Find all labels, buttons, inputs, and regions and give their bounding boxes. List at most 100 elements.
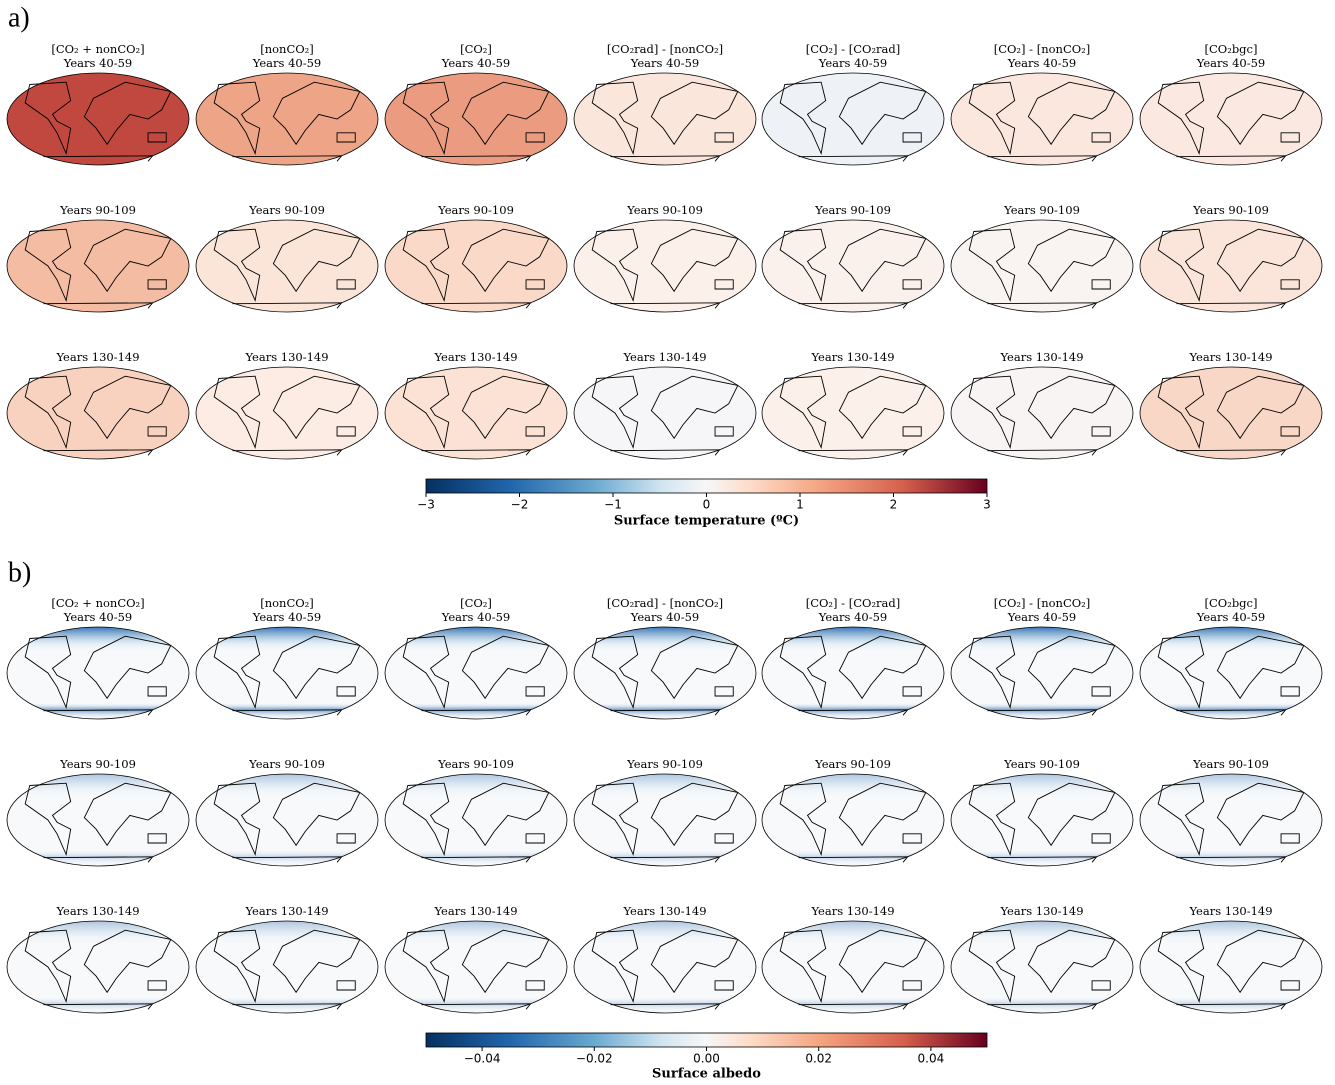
period-title: Years 90-109 xyxy=(626,203,703,217)
map-border xyxy=(195,72,379,166)
continent-outline xyxy=(147,686,167,697)
continent-outline xyxy=(1091,132,1111,143)
period-title: Years 130-149 xyxy=(999,904,1083,918)
map-shading xyxy=(385,921,567,1013)
map-border xyxy=(1139,920,1323,1014)
continent-outline xyxy=(24,375,72,450)
continent-outline xyxy=(525,833,545,844)
panel-label: b) xyxy=(8,557,31,588)
continent-outline xyxy=(902,833,922,844)
period-title: Years 130-149 xyxy=(433,350,517,364)
continent-outline xyxy=(525,980,545,991)
map-border xyxy=(195,920,379,1014)
period-title: Years 90-109 xyxy=(59,203,136,217)
map-border xyxy=(761,72,945,166)
period-title: Years 130-149 xyxy=(810,350,894,364)
map-shading xyxy=(951,921,1133,1013)
colorbar-tick-label: 1 xyxy=(796,498,804,512)
map-border xyxy=(1139,773,1323,867)
continent-outline xyxy=(272,929,361,994)
continent-outline xyxy=(402,782,450,857)
continent-outline xyxy=(591,929,639,1004)
continent-outline xyxy=(1157,81,1205,156)
map-border xyxy=(6,72,190,166)
map-border xyxy=(950,626,1134,720)
continent-outline xyxy=(83,782,172,847)
continent-outline xyxy=(591,81,639,156)
continent-outline xyxy=(1216,228,1305,293)
continent-outline xyxy=(213,635,261,710)
continent-outline xyxy=(525,279,545,290)
continent-outline xyxy=(968,81,1016,156)
map-border xyxy=(1139,366,1323,460)
continent-outline xyxy=(402,635,450,710)
continent-outline xyxy=(650,929,739,994)
column-title: [CO₂] - [CO₂rad] xyxy=(806,596,901,610)
continent-outline xyxy=(591,228,639,303)
map-shading xyxy=(574,774,756,866)
column-title: [CO₂] - [nonCO₂] xyxy=(994,596,1091,610)
continent-outline xyxy=(147,132,167,143)
continent-outline xyxy=(968,228,1016,303)
continent-outline xyxy=(779,81,827,156)
map-border xyxy=(1139,626,1323,720)
continent-outline xyxy=(1027,782,1116,847)
continent-outline xyxy=(838,375,927,440)
map-background xyxy=(951,220,1133,312)
continent-outline xyxy=(24,228,72,303)
period-title: Years 90-109 xyxy=(814,757,891,771)
continent-outline xyxy=(968,929,1016,1004)
continent-outline xyxy=(838,782,927,847)
continent-outline xyxy=(147,980,167,991)
continent-outline xyxy=(461,228,550,293)
map-background xyxy=(1140,220,1322,312)
continent-outline xyxy=(402,81,450,156)
map-background xyxy=(762,367,944,459)
continent-outline xyxy=(272,375,361,440)
period-title: Years 90-109 xyxy=(248,757,325,771)
continent-outline xyxy=(714,426,734,437)
colorbar xyxy=(425,1032,988,1048)
column-title: [nonCO₂] xyxy=(260,42,314,56)
map-shading xyxy=(574,921,756,1013)
map-shading xyxy=(762,921,944,1013)
map-border xyxy=(573,219,757,313)
period-title: Years 130-149 xyxy=(55,350,139,364)
map-border xyxy=(761,773,945,867)
continent-outline xyxy=(213,929,261,1004)
continent-outline xyxy=(650,635,739,700)
map-shading xyxy=(1140,627,1322,719)
map-background xyxy=(196,367,378,459)
continent-outline xyxy=(902,426,922,437)
continent-outline xyxy=(1280,279,1300,290)
continent-outline xyxy=(1091,426,1111,437)
continent-outline xyxy=(272,81,361,146)
colorbar-tick-label: −1 xyxy=(604,498,622,512)
continent-outline xyxy=(650,81,739,146)
continent-outline xyxy=(650,782,739,847)
colorbar-tick-label: 0.02 xyxy=(805,1052,832,1066)
continent-outline xyxy=(968,782,1016,857)
continent-outline xyxy=(1091,686,1111,697)
map-border xyxy=(573,773,757,867)
continent-outline xyxy=(336,279,356,290)
continent-outline xyxy=(336,132,356,143)
map-border xyxy=(950,366,1134,460)
period-title: Years 130-149 xyxy=(622,350,706,364)
continent-outline xyxy=(902,686,922,697)
map-border xyxy=(573,366,757,460)
period-title: Years 90-109 xyxy=(1003,203,1080,217)
column-title: [CO₂bgc] xyxy=(1205,42,1258,56)
continent-outline xyxy=(1157,228,1205,303)
map-shading xyxy=(196,921,378,1013)
map-background xyxy=(1140,367,1322,459)
map-border xyxy=(761,626,945,720)
continent-outline xyxy=(779,635,827,710)
continent-outline xyxy=(83,635,172,700)
column-title: [CO₂] xyxy=(460,596,492,610)
continent-outline xyxy=(402,228,450,303)
map-border xyxy=(6,773,190,867)
colorbar-label: Surface temperature (ºC) xyxy=(614,514,799,529)
continent-outline xyxy=(461,782,550,847)
continent-outline xyxy=(83,929,172,994)
